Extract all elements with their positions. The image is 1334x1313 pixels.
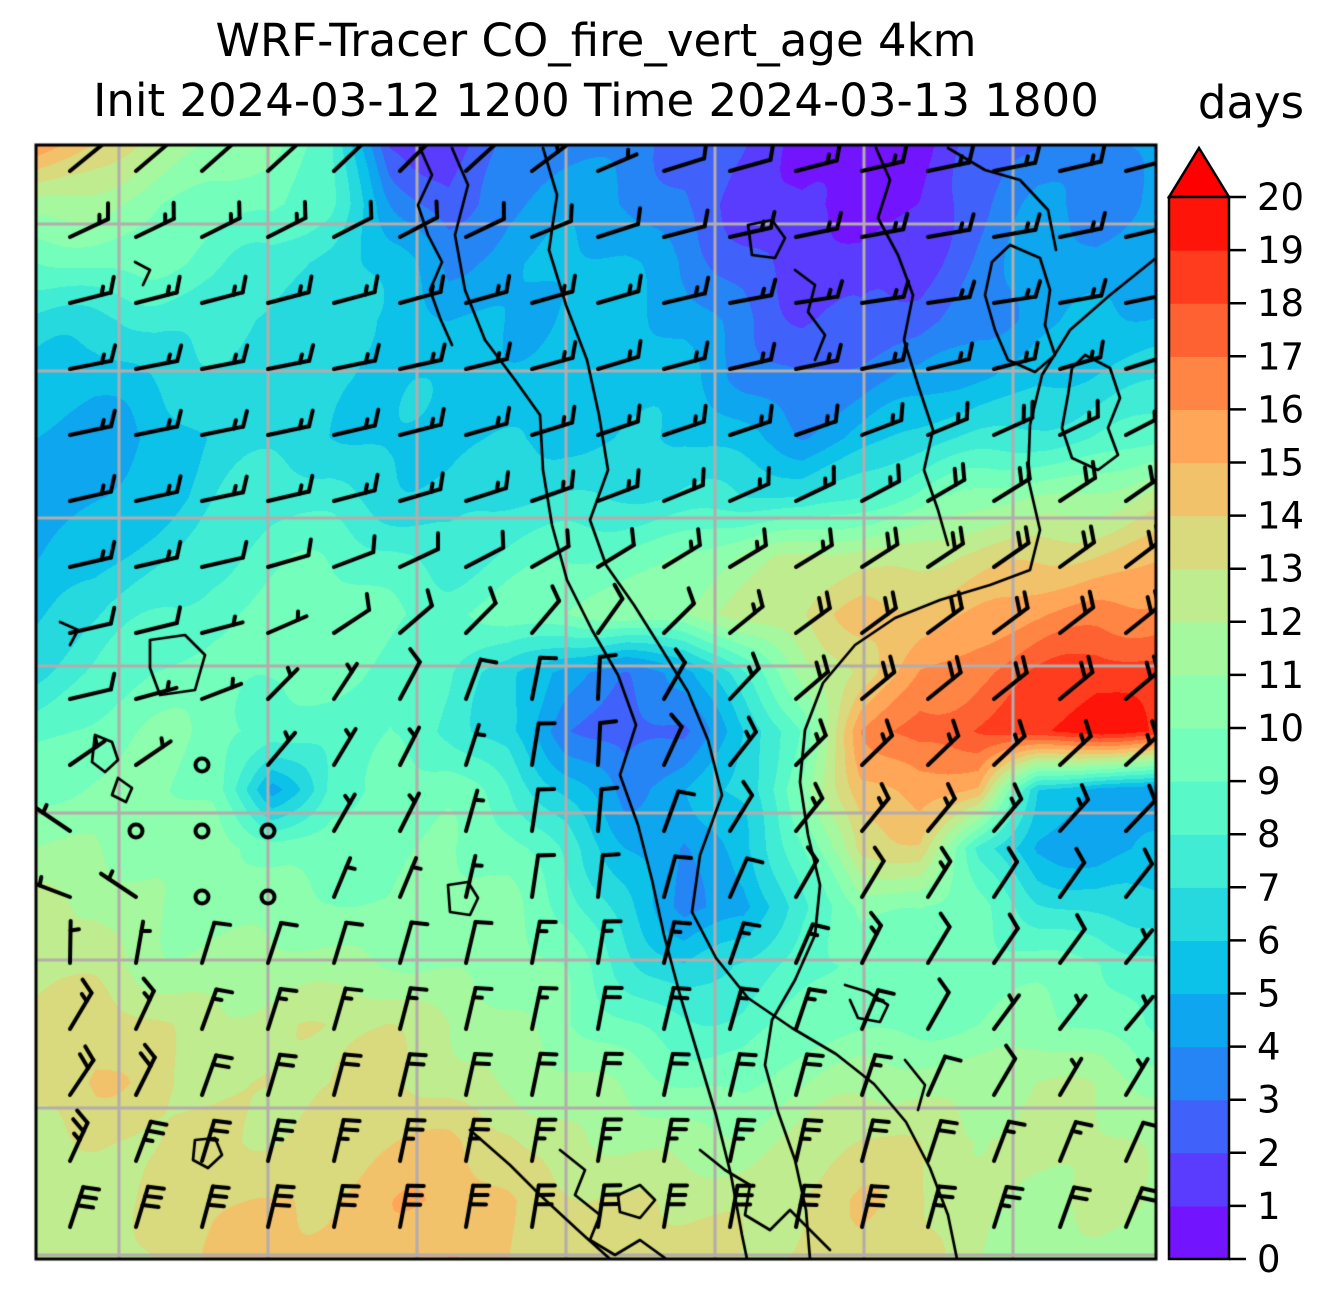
colorbar-segment: [1169, 674, 1229, 729]
colorbar-segment: [1169, 728, 1229, 782]
colorbar-tick-label: 6: [1257, 919, 1281, 962]
colorbar-tick-label: 10: [1257, 707, 1304, 750]
colorbar-tick-label: 18: [1257, 282, 1304, 325]
colorbar-segment: [1169, 356, 1229, 410]
colorbar-tick-label: 9: [1257, 760, 1281, 803]
colorbar-segment: [1169, 409, 1229, 464]
colorbar-segment: [1169, 1152, 1229, 1207]
colorbar-tick-label: 19: [1257, 229, 1304, 272]
colorbar-segment: [1169, 462, 1229, 517]
colorbar-tick-label: 11: [1257, 654, 1304, 697]
chart-title: WRF-Tracer CO_fire_vert_age 4km: [215, 14, 977, 67]
colorbar-segment: [1169, 993, 1229, 1048]
colorbar-segment: [1169, 1046, 1229, 1101]
colorbar-segment: [1169, 197, 1229, 251]
colorbar-segment: [1169, 568, 1229, 623]
colorbar-tick-label: 15: [1257, 442, 1304, 485]
colorbar-tick-label: 3: [1257, 1079, 1281, 1122]
colorbar-tick-label: 4: [1257, 1026, 1281, 1069]
colorbar-tick-label: 8: [1257, 813, 1281, 856]
colorbar-segment: [1169, 834, 1229, 888]
colorbar-segment: [1169, 781, 1229, 835]
colorbar-segment: [1169, 1099, 1229, 1154]
colorbar-segment: [1169, 621, 1229, 676]
colorbar-segment: [1169, 887, 1229, 941]
colorbar-tick-label: 17: [1257, 335, 1304, 378]
colorbar-unit-label: days: [1197, 76, 1305, 129]
colorbar-segment: [1169, 303, 1229, 357]
colorbar-tick-label: 16: [1257, 388, 1304, 431]
colorbar-tick-label: 7: [1257, 866, 1281, 909]
colorbar-extend-arrow: [1166, 145, 1232, 199]
colorbar-segment: [1169, 1205, 1229, 1260]
colorbar-segment: [1169, 250, 1229, 304]
colorbar-tick-label: 0: [1257, 1238, 1281, 1281]
colorbar-segment: [1169, 515, 1229, 570]
colorbar-tick-label: 12: [1257, 601, 1304, 644]
colorbar-tick-label: 1: [1257, 1185, 1281, 1228]
colorbar-segment: [1169, 940, 1229, 995]
colorbar-tick-label: 2: [1257, 1132, 1281, 1175]
colorbar-tick-label: 14: [1257, 495, 1304, 538]
colorbar-tick-label: 5: [1257, 973, 1281, 1016]
chart-subtitle: Init 2024-03-12 1200 Time 2024-03-13 180…: [93, 74, 1099, 127]
colorbar-tick-label: 13: [1257, 548, 1304, 591]
colorbar-tick-label: 20: [1257, 176, 1304, 219]
